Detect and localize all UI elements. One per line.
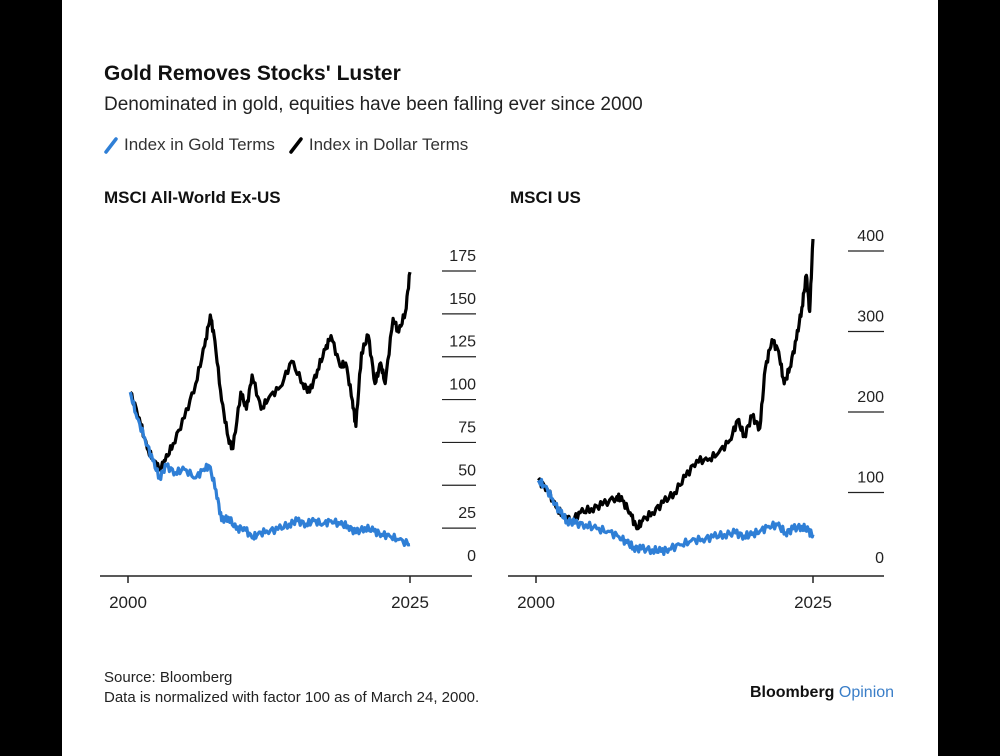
source-note: Source: Bloomberg bbox=[104, 669, 233, 686]
series-line-gold bbox=[128, 391, 411, 547]
normalization-note: Data is normalized with factor 100 as of… bbox=[104, 689, 480, 706]
legend-label-dollar: Index in Dollar Terms bbox=[308, 135, 469, 154]
y-tick-label: 100 bbox=[857, 470, 884, 487]
x-tick-label: 2025 bbox=[794, 593, 832, 612]
series-line-dollar bbox=[129, 271, 412, 472]
chart-card: Gold Removes Stocks' Luster Denominated … bbox=[62, 0, 938, 756]
chart-subtitle: Denominated in gold, equities have been … bbox=[104, 94, 643, 115]
y-tick-label: 200 bbox=[857, 389, 884, 406]
y-tick-label: 150 bbox=[449, 291, 476, 308]
footer: Source: Bloomberg Data is normalized wit… bbox=[104, 668, 479, 708]
y-tick-label: 25 bbox=[458, 505, 476, 522]
brand-product: Opinion bbox=[838, 684, 895, 701]
bloomberg-opinion-logo: Bloomberg Opinion bbox=[750, 684, 894, 702]
panel-title-left: MSCI All-World Ex-US bbox=[104, 188, 281, 207]
x-tick-label: 2025 bbox=[391, 593, 429, 612]
y-tick-label: 400 bbox=[857, 228, 884, 245]
series-line-gold bbox=[536, 477, 815, 556]
y-tick-label: 175 bbox=[449, 248, 476, 265]
legend-label-gold: Index in Gold Terms bbox=[124, 135, 275, 154]
chart-title: Gold Removes Stocks' Luster bbox=[104, 62, 401, 85]
y-tick-label: 75 bbox=[458, 419, 476, 436]
x-tick-label: 2000 bbox=[517, 593, 555, 612]
series-line-dollar bbox=[537, 238, 815, 531]
y-tick-label: 0 bbox=[467, 548, 476, 565]
y-tick-label: 100 bbox=[449, 377, 476, 394]
brand-name: Bloomberg bbox=[750, 684, 835, 701]
y-tick-label: 125 bbox=[449, 334, 476, 351]
y-tick-label: 50 bbox=[458, 462, 476, 479]
legend-item-gold: Index in Gold Terms bbox=[104, 135, 275, 155]
y-tick-label: 0 bbox=[875, 550, 884, 567]
chart-msci-all-world-ex-us: 2000 2025 0 25 50 75 100 125 150 175 bbox=[100, 248, 476, 612]
x-tick-label: 2000 bbox=[109, 593, 147, 612]
legend-item-dollar: Index in Dollar Terms bbox=[289, 135, 468, 155]
chart-msci-us: 2000 2025 0 100 200 300 400 bbox=[508, 228, 884, 612]
legend-swatch-dollar bbox=[289, 137, 303, 154]
legend-swatch-gold bbox=[104, 137, 118, 154]
panel-title-right: MSCI US bbox=[510, 188, 581, 207]
legend: Index in Gold Terms Index in Dollar Term… bbox=[104, 135, 482, 155]
y-tick-label: 300 bbox=[857, 309, 884, 326]
